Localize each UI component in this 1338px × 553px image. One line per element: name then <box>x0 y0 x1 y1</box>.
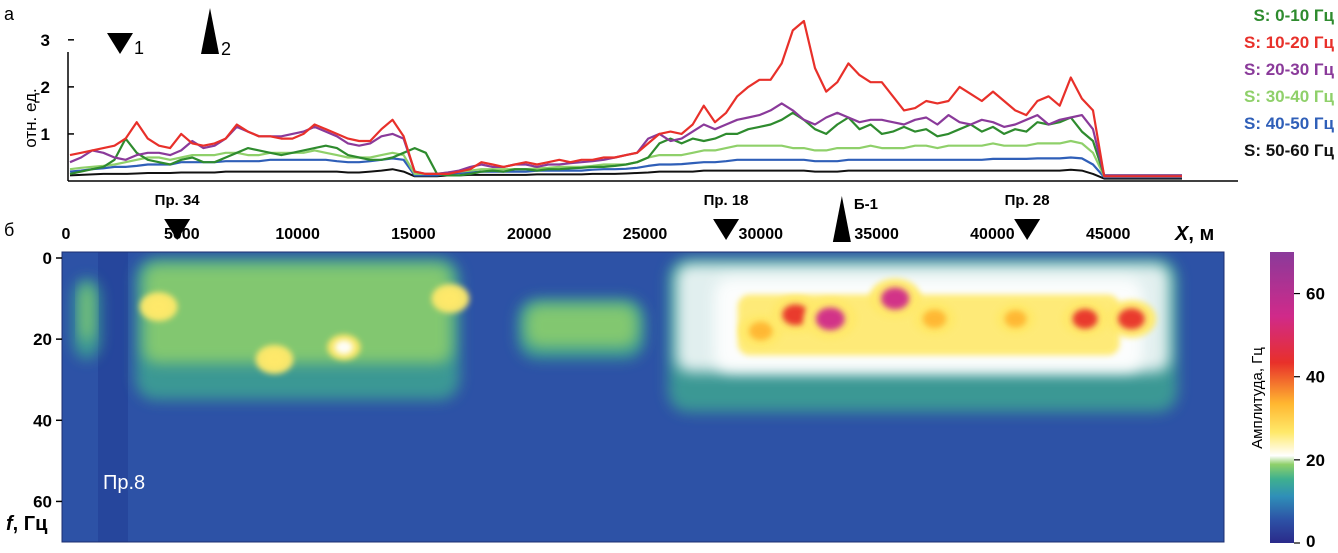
colorbar-tick-label: 40 <box>1306 368 1325 387</box>
panel-a: а отн. ед. 1 2 3 1 2 S: 0-10 Гц S: 10-20 Гц… <box>4 4 1335 182</box>
heatmap <box>62 252 1224 542</box>
heatmap-hotspot <box>334 340 353 355</box>
panel-a-y-tick-label: 2 <box>41 78 50 97</box>
heatmap-hotspot <box>881 287 910 310</box>
series-line <box>69 111 1182 177</box>
panel-a-y-tick-label: 1 <box>41 125 50 144</box>
heatmap-hotspot <box>148 298 169 315</box>
panel-a-y-ticks: 1 2 3 <box>41 31 74 144</box>
heatmap-hotspot <box>782 304 809 326</box>
legend-item: S: 40-50 Гц <box>1244 114 1335 133</box>
heatmap-hotspot <box>264 351 285 368</box>
heatmap-hotspot <box>1004 310 1027 328</box>
panel-b: б 0 5000 10000 15000 20000 25000 30000 35000 400… <box>4 192 1325 551</box>
panel-b-y-tick-label: 60 <box>33 492 52 511</box>
panel-b-x-tick-label: 25000 <box>623 226 668 243</box>
series-line <box>69 156 1182 179</box>
profile-marker-label: Пр. 34 <box>155 192 201 209</box>
borehole-marker-triangle <box>832 196 851 242</box>
heatmap-band-inner <box>525 304 637 348</box>
panel-b-y-tick-label: 0 <box>43 249 52 268</box>
heatmap-hotspot <box>749 321 773 341</box>
legend-item: S: 0-10 Гц <box>1253 6 1334 25</box>
panel-b-x-tick-label: 40000 <box>970 226 1015 243</box>
heatmap-frame <box>61 251 1225 543</box>
borehole-marker-label: Б-1 <box>854 196 878 213</box>
series-line <box>69 168 1182 180</box>
profile-marker-triangle <box>1014 219 1041 240</box>
profile-marker-label: Пр. 28 <box>1005 192 1050 209</box>
panel-a-y-tick-label: 3 <box>41 31 50 50</box>
marker-1-label: 1 <box>134 38 144 58</box>
panel-b-x-tick-label: 35000 <box>854 226 899 243</box>
panel-b-y-tick-label: 40 <box>33 411 52 430</box>
colorbar-ticks: 0 20 40 60 <box>1294 285 1325 551</box>
marker-2-triangle <box>201 8 219 54</box>
panel-b-x-tick-label: 45000 <box>1086 226 1131 243</box>
panel-b-y-ticks: 0 20 40 60 <box>33 249 62 511</box>
marker-1-triangle <box>107 33 133 54</box>
colorbar <box>1270 252 1294 543</box>
colorbar-label: Амплитуда, Гц <box>1249 347 1266 449</box>
panel-b-markers: Пр. 34 Пр. 18 Б-1 Пр. 28 <box>155 192 1050 242</box>
panel-b-x-ticks: 0 5000 10000 15000 20000 25000 30000 35000 40000… <box>62 226 1131 243</box>
series-line <box>69 19 1182 178</box>
panel-a-ylabel: отн. ед. <box>21 88 40 147</box>
colorbar-tick-label: 60 <box>1306 285 1325 304</box>
colorbar-tick-label: 0 <box>1306 532 1315 551</box>
profile-label: Пр.8 <box>103 472 145 494</box>
heatmap-band-inner <box>80 284 93 342</box>
panel-b-x-tick-label: 15000 <box>391 226 436 243</box>
panel-a-label: а <box>4 4 15 24</box>
heatmap-dark-strip <box>98 252 128 542</box>
heatmap-hotspot <box>922 309 947 329</box>
panel-b-label: б <box>4 220 14 240</box>
panel-a-series <box>69 19 1182 180</box>
profile-marker-label: Пр. 18 <box>704 192 749 209</box>
heatmap-band-inner <box>143 264 452 364</box>
profile-marker-triangle <box>164 219 191 240</box>
heatmap-hotspot <box>1118 308 1145 330</box>
panel-b-y-tick-label: 20 <box>33 330 52 349</box>
legend: S: 0-10 Гц S: 10-20 Гц S: 20-30 Гц S: 30-40… <box>1244 6 1335 160</box>
legend-item: S: 10-20 Гц <box>1244 33 1335 52</box>
legend-item: S: 20-30 Гц <box>1244 60 1335 79</box>
marker-2-label: 2 <box>221 39 231 59</box>
legend-item: S: 30-40 Гц <box>1244 87 1335 106</box>
panel-b-x-tick-label: 0 <box>62 226 71 243</box>
legend-item: S: 50-60 Гц <box>1244 141 1335 160</box>
heatmap-hotspot <box>1072 309 1098 329</box>
panel-b-x-tick-label: 20000 <box>507 226 552 243</box>
panel-b-xlabel: X, м <box>1174 223 1214 245</box>
colorbar-tick-label: 20 <box>1306 451 1325 470</box>
panel-b-x-tick-label: 10000 <box>275 226 320 243</box>
profile-marker-triangle <box>713 219 740 240</box>
heatmap-hotspot <box>440 290 461 307</box>
panel-b-ylabel: f, Гц <box>6 513 48 535</box>
heatmap-hotspot <box>815 307 845 331</box>
panel-b-x-tick-label: 30000 <box>739 226 784 243</box>
